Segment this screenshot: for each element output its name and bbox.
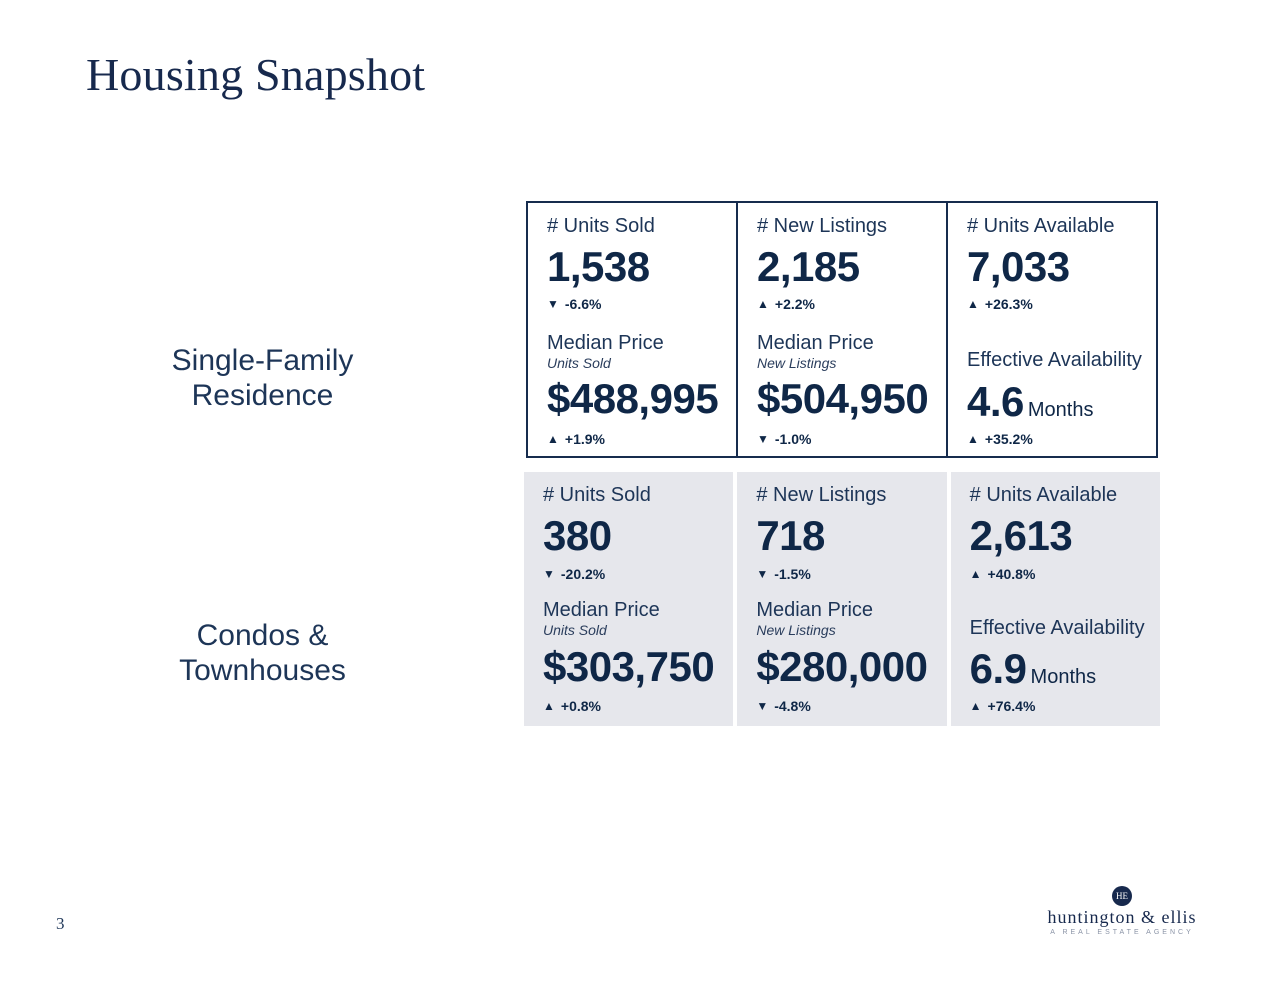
availability-number: 4.6 bbox=[967, 378, 1024, 425]
logo-name: huntington & ellis bbox=[1047, 907, 1197, 927]
single-family-stats-grid: # Units Sold 1,538 ▼ -6.6% Median Price U… bbox=[526, 201, 1158, 458]
trend-up-icon: ▲ bbox=[757, 297, 769, 311]
units-available-label: # Units Available bbox=[969, 484, 1118, 506]
change-value: +0.8% bbox=[560, 698, 601, 714]
effective-availability-label: Effective Availability bbox=[969, 617, 1145, 639]
stat-cell-units-sold: # Units Sold 1,538 ▼ -6.6% Median Price U… bbox=[528, 203, 738, 456]
row-label-line: Townhouses bbox=[179, 654, 346, 687]
row-label-condos: Condos & Townhouses bbox=[140, 618, 385, 688]
stat-cell-units-sold: # Units Sold 380 ▼ -20.2% Median Price Un… bbox=[524, 472, 734, 726]
stat-cell-units-available: # Units Available 2,613 ▲ +40.8% Effectiv… bbox=[950, 472, 1160, 726]
page-title: Housing Snapshot bbox=[86, 49, 426, 100]
row-label-single-family: Single-Family Residence bbox=[140, 343, 385, 413]
change-value: +26.3% bbox=[984, 296, 1033, 312]
units-sold-value: 1,538 bbox=[547, 243, 650, 290]
median-price-label: Median Price bbox=[756, 599, 874, 621]
effective-availability-change: ▲ +76.4% bbox=[970, 698, 1036, 714]
change-value: +40.8% bbox=[987, 566, 1036, 582]
trend-up-icon: ▲ bbox=[969, 567, 982, 581]
effective-availability-label: Effective Availability bbox=[967, 349, 1142, 371]
median-price-label: Median Price bbox=[757, 332, 874, 354]
trend-up-icon: ▲ bbox=[543, 699, 555, 713]
units-sold-label: # Units Sold bbox=[543, 484, 651, 506]
trend-up-icon: ▲ bbox=[967, 432, 979, 446]
row-label-line: Single-Family bbox=[171, 344, 354, 377]
change-value: -6.6% bbox=[564, 296, 602, 312]
trend-up-icon: ▲ bbox=[547, 432, 559, 446]
median-price-sub-label: Units Sold bbox=[543, 622, 607, 638]
median-price-value: $504,950 bbox=[757, 375, 929, 422]
effective-availability-value: 4.6 Months bbox=[967, 381, 1093, 423]
effective-availability-value: 6.9 Months bbox=[970, 648, 1096, 690]
change-value: -4.8% bbox=[774, 698, 811, 714]
new-listings-label: # New Listings bbox=[756, 484, 887, 506]
company-logo: HE huntington & ellis A REAL ESTATE AGEN… bbox=[1044, 886, 1200, 936]
change-value: +2.2% bbox=[774, 296, 815, 312]
trend-down-icon: ▼ bbox=[756, 699, 769, 713]
trend-up-icon: ▲ bbox=[967, 297, 979, 311]
units-available-value: 7,033 bbox=[967, 243, 1070, 290]
row-label-line: Residence bbox=[191, 379, 334, 412]
units-sold-change: ▼ -6.6% bbox=[547, 296, 601, 312]
new-listings-label: # New Listings bbox=[757, 215, 888, 237]
change-value: +76.4% bbox=[987, 698, 1036, 714]
trend-down-icon: ▼ bbox=[757, 432, 769, 446]
logo-tagline: A REAL ESTATE AGENCY bbox=[1050, 929, 1194, 936]
stat-cell-units-available: # Units Available 7,033 ▲ +26.3% Effectiv… bbox=[948, 203, 1156, 456]
units-available-change: ▲ +40.8% bbox=[970, 566, 1036, 582]
change-value: -1.0% bbox=[774, 431, 812, 447]
effective-availability-change: ▲ +35.2% bbox=[967, 431, 1033, 447]
stat-cell-new-listings: # New Listings 718 ▼ -1.5% Median Price N… bbox=[737, 472, 947, 726]
change-value: -20.2% bbox=[560, 566, 606, 582]
availability-unit: Months bbox=[1027, 399, 1094, 421]
units-available-change: ▲ +26.3% bbox=[967, 296, 1033, 312]
change-value: +1.9% bbox=[564, 431, 605, 447]
units-available-label: # Units Available bbox=[967, 215, 1115, 237]
new-listings-change: ▲ +2.2% bbox=[757, 296, 815, 312]
median-price-value: $488,995 bbox=[547, 375, 719, 422]
median-price-label: Median Price bbox=[547, 332, 664, 354]
median-price-label: Median Price bbox=[543, 599, 660, 621]
trend-down-icon: ▼ bbox=[547, 297, 559, 311]
availability-number: 6.9 bbox=[969, 645, 1027, 692]
median-price-sub-label: Units Sold bbox=[547, 355, 611, 371]
trend-up-icon: ▲ bbox=[969, 699, 982, 713]
median-price-change: ▼ -1.0% bbox=[757, 431, 811, 447]
new-listings-value: 718 bbox=[756, 512, 825, 559]
change-value: -1.5% bbox=[774, 566, 811, 582]
trend-down-icon: ▼ bbox=[756, 567, 769, 581]
stat-cell-new-listings: # New Listings 2,185 ▲ +2.2% Median Price… bbox=[738, 203, 948, 456]
median-price-value: $303,750 bbox=[543, 643, 715, 690]
units-available-value: 2,613 bbox=[969, 512, 1073, 559]
logo-monogram-icon: HE bbox=[1112, 886, 1132, 906]
condos-stats-grid: # Units Sold 380 ▼ -20.2% Median Price Un… bbox=[524, 472, 1160, 726]
median-price-change: ▲ +0.8% bbox=[543, 698, 601, 714]
median-price-sub-label: New Listings bbox=[757, 355, 837, 371]
units-sold-label: # Units Sold bbox=[547, 215, 655, 237]
new-listings-value: 2,185 bbox=[757, 243, 860, 290]
units-sold-value: 380 bbox=[543, 512, 612, 559]
trend-down-icon: ▼ bbox=[543, 567, 555, 581]
median-price-sub-label: New Listings bbox=[756, 622, 836, 638]
page-number: 3 bbox=[56, 914, 65, 933]
change-value: +35.2% bbox=[984, 431, 1033, 447]
units-sold-change: ▼ -20.2% bbox=[543, 566, 605, 582]
median-price-change: ▼ -4.8% bbox=[756, 698, 810, 714]
median-price-change: ▲ +1.9% bbox=[547, 431, 605, 447]
availability-unit: Months bbox=[1030, 666, 1097, 688]
median-price-value: $280,000 bbox=[756, 643, 928, 690]
new-listings-change: ▼ -1.5% bbox=[756, 566, 810, 582]
row-label-line: Condos & bbox=[196, 619, 329, 652]
